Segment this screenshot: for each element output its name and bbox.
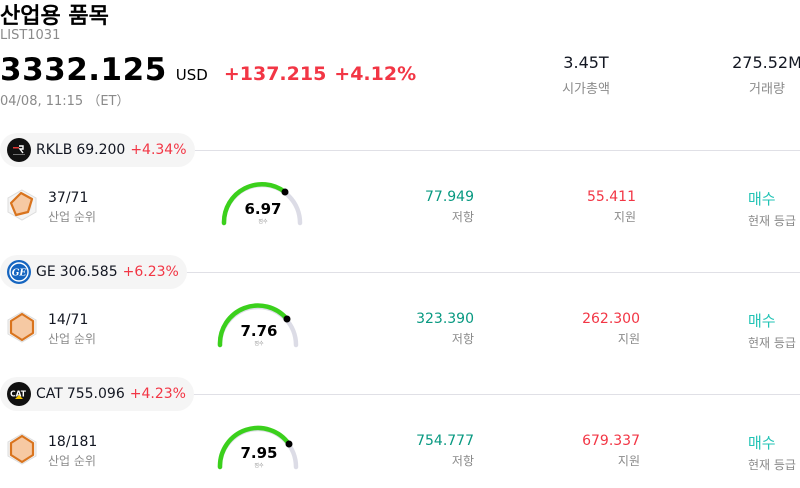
resistance-label: 저항 bbox=[451, 332, 474, 346]
price-row: 3332.125 USD +137.215 +4.12% bbox=[0, 52, 416, 88]
rating-value: 매수 bbox=[748, 312, 776, 330]
industry-rank: 37/71 산업 순위 bbox=[48, 190, 96, 225]
market-cap-stat: 3.45T 시가총액 bbox=[548, 53, 624, 97]
industry-rank-value: 37/71 bbox=[48, 190, 89, 206]
industry-rank-value: 14/71 bbox=[48, 312, 89, 328]
radar-chart-icon bbox=[6, 310, 38, 344]
rating-value: 매수 bbox=[748, 190, 776, 208]
resistance-metric: 323.390 저항 bbox=[416, 311, 474, 347]
stock-change-percent: +4.23% bbox=[129, 386, 186, 402]
stock-chip-rklb[interactable]: RKLB 69.200 +4.34% bbox=[0, 133, 195, 167]
resistance-metric: 754.777 저항 bbox=[416, 433, 474, 469]
industry-rank-value: 18/181 bbox=[48, 434, 98, 450]
market-cap-label: 시가총액 bbox=[562, 82, 610, 97]
stock-price: 755.096 bbox=[66, 386, 125, 402]
resistance-value: 754.777 bbox=[416, 433, 474, 449]
support-label: 지원 bbox=[613, 210, 636, 224]
radar-chart-icon bbox=[6, 432, 38, 466]
ge-logo-icon: GE bbox=[7, 260, 31, 284]
stock-ticker: CAT bbox=[36, 386, 63, 402]
support-metric: 262.300 지원 bbox=[582, 311, 640, 347]
rating-metric: 매수 현재 등급 bbox=[748, 432, 796, 473]
currency-label: USD bbox=[175, 66, 208, 84]
stock-chip-ge[interactable]: GE GE 306.585 +6.23% bbox=[0, 255, 187, 289]
price-change-percent: +4.12% bbox=[334, 63, 417, 85]
volume-stat: 275.52M 거래량 bbox=[724, 53, 800, 97]
score-gauge: 7.95 점수 bbox=[214, 423, 304, 473]
score-label: 점수 bbox=[254, 463, 264, 469]
support-label: 지원 bbox=[617, 454, 640, 468]
volume-value: 275.52M bbox=[732, 53, 800, 72]
price-value: 3332.125 bbox=[0, 52, 167, 88]
rating-label: 현재 등급 bbox=[748, 458, 796, 472]
section-divider bbox=[180, 272, 800, 273]
industry-rank: 18/181 산업 순위 bbox=[48, 434, 97, 469]
rating-metric: 매수 현재 등급 bbox=[748, 188, 796, 229]
support-metric: 55.411 지원 bbox=[587, 189, 636, 225]
stock-ticker: GE bbox=[36, 264, 56, 280]
industry-rank: 14/71 산업 순위 bbox=[48, 312, 96, 347]
page-title: 산업용 품목 bbox=[0, 4, 109, 29]
svg-text:CAT: CAT bbox=[10, 390, 27, 399]
rating-value: 매수 bbox=[748, 434, 776, 452]
industry-rank-label: 산업 순위 bbox=[48, 210, 96, 224]
score-value: 7.95 bbox=[240, 444, 278, 462]
resistance-value: 77.949 bbox=[425, 189, 474, 205]
symbol-code: LIST1031 bbox=[0, 28, 61, 43]
svg-text:GE: GE bbox=[12, 269, 27, 279]
score-label: 점수 bbox=[254, 341, 264, 347]
market-cap-value: 3.45T bbox=[563, 53, 609, 72]
stock-change-percent: +4.34% bbox=[130, 142, 187, 158]
support-value: 679.337 bbox=[582, 433, 640, 449]
rating-label: 현재 등급 bbox=[748, 214, 796, 228]
score-value: 6.97 bbox=[244, 200, 282, 218]
section-divider bbox=[180, 150, 800, 151]
stock-price: 306.585 bbox=[59, 264, 118, 280]
rating-label: 현재 등급 bbox=[748, 336, 796, 350]
rklb-logo-icon bbox=[7, 138, 31, 162]
rating-metric: 매수 현재 등급 bbox=[748, 310, 796, 351]
score-gauge: 6.97 점수 bbox=[218, 179, 308, 229]
stock-chip-cat[interactable]: CAT CAT 755.096 +4.23% bbox=[0, 377, 194, 411]
industry-rank-label: 산업 순위 bbox=[48, 332, 96, 346]
resistance-metric: 77.949 저항 bbox=[425, 189, 474, 225]
resistance-label: 저항 bbox=[451, 210, 474, 224]
stock-ticker: RKLB bbox=[36, 142, 73, 158]
timestamp: 04/08, 11:15 （ET） bbox=[0, 94, 130, 109]
score-label: 점수 bbox=[258, 219, 268, 225]
price-change: +137.215 bbox=[223, 63, 327, 85]
stock-price: 69.200 bbox=[76, 142, 126, 158]
support-label: 지원 bbox=[617, 332, 640, 346]
resistance-label: 저항 bbox=[451, 454, 474, 468]
cat-logo-icon: CAT bbox=[7, 382, 31, 406]
support-metric: 679.337 지원 bbox=[582, 433, 640, 469]
industry-rank-label: 산업 순위 bbox=[48, 454, 96, 468]
score-value: 7.76 bbox=[240, 322, 278, 340]
score-gauge: 7.76 점수 bbox=[214, 301, 304, 351]
radar-chart-icon bbox=[6, 188, 38, 222]
support-value: 55.411 bbox=[587, 189, 636, 205]
support-value: 262.300 bbox=[582, 311, 640, 327]
volume-label: 거래량 bbox=[749, 82, 785, 97]
section-divider bbox=[180, 394, 800, 395]
stock-change-percent: +6.23% bbox=[122, 264, 179, 280]
resistance-value: 323.390 bbox=[416, 311, 474, 327]
